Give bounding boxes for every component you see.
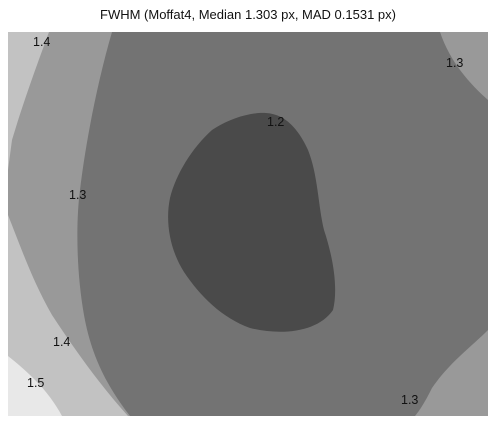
contour-label-1.2-center: 1.2 [267, 115, 284, 129]
contour-label-1.3-left: 1.3 [69, 188, 86, 202]
contour-label-1.5-bottom-left: 1.5 [27, 376, 44, 390]
band-1.4-1.5-left [8, 32, 128, 416]
contour-label-1.3-top-right: 1.3 [446, 56, 463, 70]
band-1.5-plus [8, 356, 62, 416]
contour-label-1.4-bottom-left: 1.4 [53, 335, 70, 349]
contour-label-1.4-top-left: 1.4 [33, 35, 50, 49]
contour-label-1.3-bottom-right: 1.3 [401, 393, 418, 407]
chart-title: FWHM (Moffat4, Median 1.303 px, MAD 0.15… [100, 7, 396, 22]
band-below-1.2 [168, 112, 336, 332]
band-1.3-1.4-corner [440, 32, 488, 100]
